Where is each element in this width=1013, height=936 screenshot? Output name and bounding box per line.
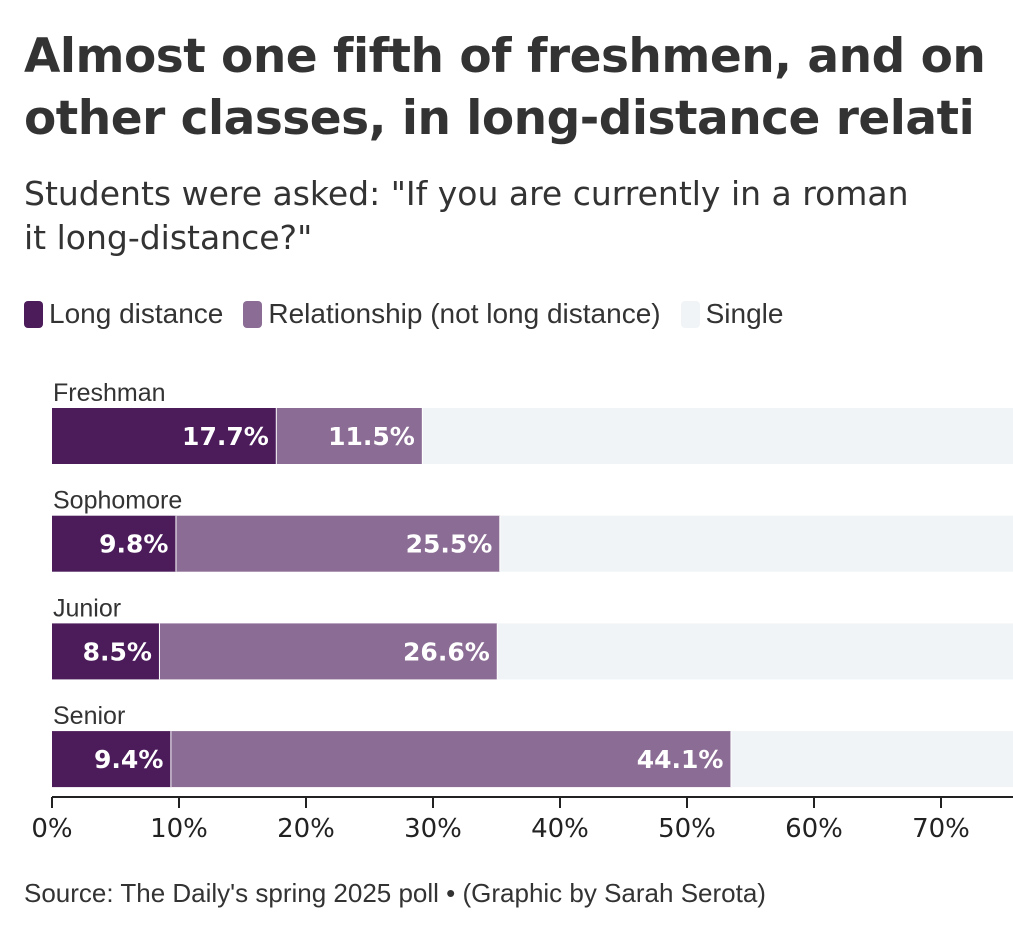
legend-swatch-relationship: [243, 300, 263, 328]
category-label-freshman: Freshman: [53, 379, 166, 407]
legend-item-relationship: Relationship (not long distance): [243, 298, 661, 330]
bar-junior-relationship-not: [159, 623, 498, 680]
bar-junior-long-distance: [52, 623, 160, 680]
source-note: Source: The Daily's spring 2025 poll • (…: [24, 878, 766, 908]
category-label-junior: Junior: [53, 594, 121, 622]
legend-swatch-single: [680, 300, 700, 328]
bar-senior-long-distance: [52, 731, 172, 788]
bar-freshman-long-distance: [52, 408, 277, 464]
data-label-senior-long-distance: 9.4%: [94, 745, 163, 774]
data-label-freshman-relationship-not: 11.5%: [328, 422, 415, 451]
bar-sophomore-relationship-not: [176, 515, 501, 572]
x-tick-label-0: 0%: [31, 814, 72, 844]
x-tick-label-40: 40%: [531, 814, 589, 844]
bar-freshman-single: [422, 408, 1013, 464]
bar-freshman-relationship-not: [276, 408, 423, 464]
data-label-junior-relationship-not: 26.6%: [403, 637, 490, 666]
bar-sophomore-single: [500, 515, 1013, 572]
data-label-junior-long-distance: 8.5%: [83, 637, 152, 666]
data-label-senior-relationship-not: 44.1%: [637, 745, 724, 774]
chart-title: Almost one fifth of freshmen, and on oth…: [24, 29, 986, 146]
legend: Long distance Relationship (not long dis…: [24, 296, 803, 332]
legend-label-relationship: Relationship (not long distance): [268, 298, 661, 329]
legend-label-single: Single: [705, 298, 784, 329]
bar-senior-relationship-not: [171, 731, 732, 788]
category-label-sophomore: Sophomore: [53, 487, 182, 515]
data-label-sophomore-relationship-not: 25.5%: [406, 530, 493, 559]
bar-chart: Freshman 17.7% 11.5% Sophomore 9.8% 25.5% Juni…: [31, 379, 1013, 844]
data-label-freshman-long-distance: 17.7%: [182, 422, 269, 451]
x-tick-label-10: 10%: [150, 814, 208, 844]
x-tick-label-70: 70%: [912, 814, 970, 844]
x-tick-label-60: 60%: [785, 814, 843, 844]
x-tick-label-50: 50%: [658, 814, 716, 844]
bar-sophomore-long-distance: [52, 515, 177, 572]
x-tick-label-20: 20%: [277, 814, 335, 844]
legend-item-long-distance: Long distance: [24, 298, 223, 330]
x-tick-label-30: 30%: [404, 814, 462, 844]
data-label-sophomore-long-distance: 9.8%: [99, 530, 168, 559]
category-label-senior: Senior: [53, 702, 125, 730]
bar-senior-single: [731, 731, 1013, 788]
bar-junior-single: [497, 623, 1013, 680]
legend-swatch-long-distance: [24, 300, 43, 328]
legend-item-single: Single: [680, 298, 784, 330]
chart-subtitle: Students were asked: "If you are current…: [24, 174, 909, 257]
legend-label-long-distance: Long distance: [49, 298, 224, 329]
